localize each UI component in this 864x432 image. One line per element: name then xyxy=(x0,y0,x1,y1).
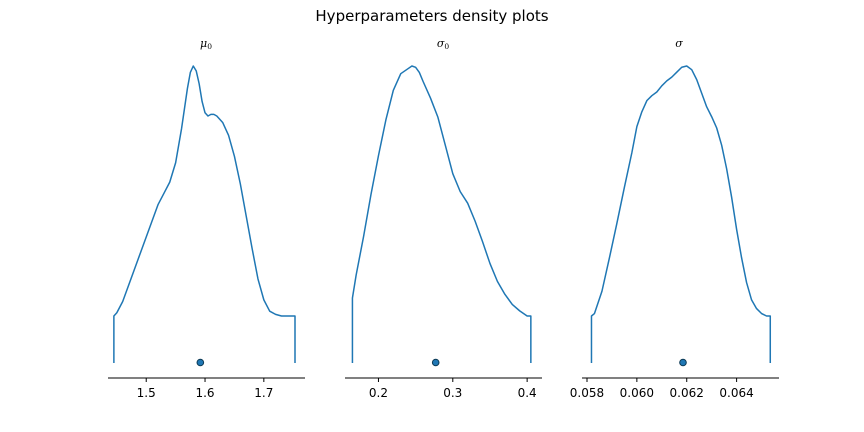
density-panel-sigma: σ 0.058 0.060 0.062 0.064 xyxy=(570,37,779,400)
panel-title-sigma: σ xyxy=(675,37,683,50)
point-estimate-marker xyxy=(679,358,687,367)
x-tick-label: 0.3 xyxy=(443,386,462,400)
x-tick-label: 0.062 xyxy=(670,386,704,400)
x-tick-label: 0.2 xyxy=(369,386,388,400)
panel-title-base: μ xyxy=(200,37,207,50)
panel-title-sub: 0 xyxy=(444,42,449,51)
panel-title-base: σ xyxy=(675,37,683,50)
panel-title-sub: 0 xyxy=(207,42,212,51)
point-estimate-marker xyxy=(431,358,440,367)
density-panel-mu0: μ0 1.5 1.6 1.7 xyxy=(108,37,305,400)
figure-title: Hyperparameters density plots xyxy=(315,7,548,25)
x-tick-label: 1.6 xyxy=(195,386,214,400)
x-tick-label: 0.060 xyxy=(620,386,654,400)
panel-title-mu0: μ0 xyxy=(200,37,212,51)
density-curve xyxy=(113,65,296,363)
x-tick-label: 1.7 xyxy=(254,386,273,400)
x-tick-label: 0.4 xyxy=(518,386,537,400)
x-tick-label: 1.5 xyxy=(137,386,156,400)
density-curve xyxy=(351,65,532,363)
density-panel-sigma0: σ0 0.2 0.3 0.4 xyxy=(345,37,542,400)
panel-title-sigma0: σ0 xyxy=(437,37,450,51)
point-estimate-marker xyxy=(196,358,205,367)
x-tick-label: 0.058 xyxy=(570,386,604,400)
panel-title-base: σ xyxy=(437,37,445,50)
x-tick-label: 0.064 xyxy=(719,386,753,400)
density-curve xyxy=(590,65,772,363)
